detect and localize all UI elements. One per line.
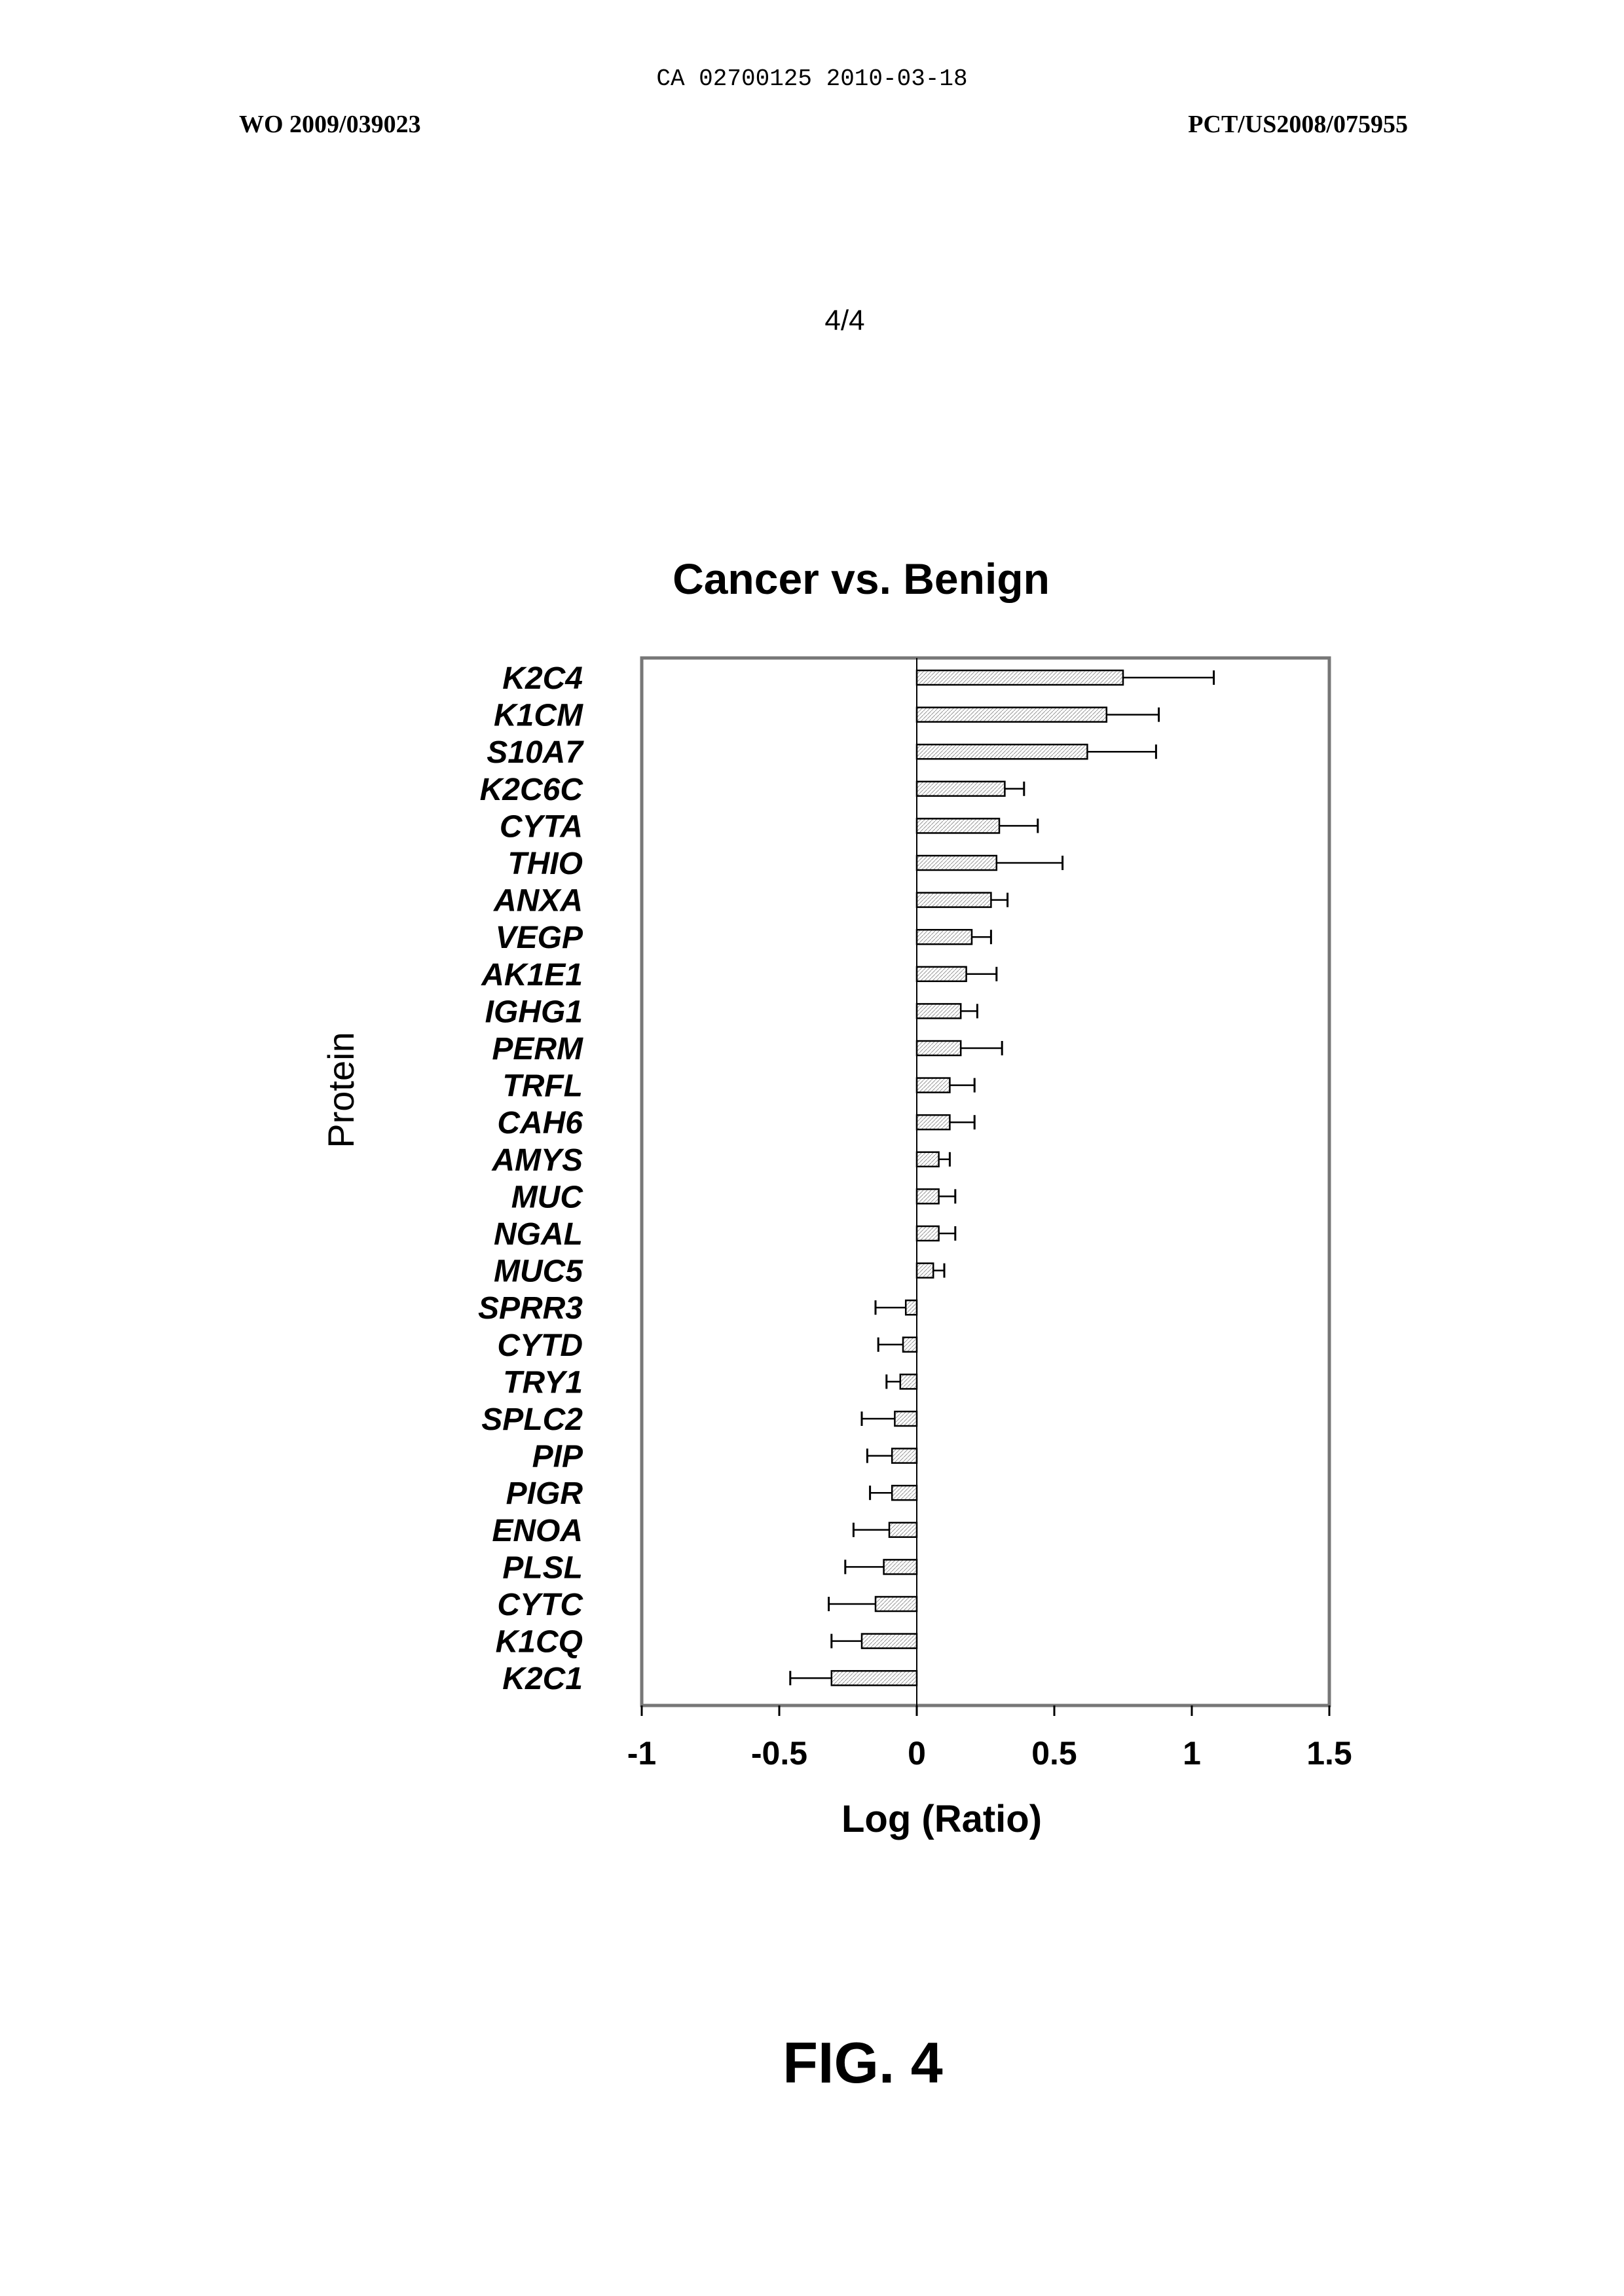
category-label: K1CQ bbox=[496, 1625, 583, 1660]
bar-rect bbox=[917, 670, 1123, 685]
category-label: THIO bbox=[507, 847, 583, 881]
category-label: PERM bbox=[492, 1032, 583, 1066]
figure-label: FIG. 4 bbox=[0, 2030, 1624, 2096]
x-tick-label: -0.5 bbox=[751, 1735, 807, 1772]
x-tick-label: 1.5 bbox=[1306, 1735, 1352, 1772]
bar-rect bbox=[917, 1264, 933, 1278]
bar-pigr bbox=[870, 1485, 917, 1500]
category-label: SPRR3 bbox=[478, 1291, 583, 1326]
category-label: MUC5 bbox=[494, 1254, 583, 1289]
bar-rect bbox=[832, 1671, 917, 1685]
bar-ighg1 bbox=[917, 1004, 977, 1018]
category-label: VEGP bbox=[496, 920, 583, 955]
x-tick-label: 1 bbox=[1183, 1735, 1201, 1772]
bar-k1cm bbox=[917, 708, 1159, 722]
bar-rect bbox=[862, 1634, 917, 1649]
category-label: ANXA bbox=[493, 884, 583, 919]
category-label: TRFL bbox=[502, 1069, 583, 1104]
category-label: PIP bbox=[532, 1440, 583, 1474]
bar-enoa bbox=[853, 1523, 917, 1537]
bar-k2c6c bbox=[917, 782, 1024, 796]
bar-try1 bbox=[887, 1374, 917, 1389]
bar-rect bbox=[917, 1189, 939, 1203]
bar-muc bbox=[917, 1189, 955, 1203]
category-label: PLSL bbox=[502, 1550, 583, 1585]
bar-rect bbox=[903, 1338, 917, 1352]
bar-k2c4 bbox=[917, 670, 1214, 685]
category-label: IGHG1 bbox=[485, 994, 583, 1029]
bar-rect bbox=[917, 1115, 950, 1129]
bar-rect bbox=[917, 967, 967, 981]
bar-trfl bbox=[917, 1078, 974, 1093]
x-tick-label: 0.5 bbox=[1031, 1735, 1077, 1772]
category-label: CYTC bbox=[497, 1588, 583, 1622]
bar-k2c1 bbox=[790, 1671, 917, 1685]
x-tick-label: -1 bbox=[627, 1735, 656, 1772]
bar-rect bbox=[917, 708, 1107, 722]
bar-pip bbox=[867, 1449, 917, 1463]
bar-rect bbox=[917, 818, 999, 833]
bar-rect bbox=[917, 893, 991, 907]
bar-rect bbox=[906, 1300, 917, 1315]
bar-sprr3 bbox=[876, 1300, 917, 1315]
bar-thio bbox=[917, 856, 1063, 870]
bar-splc2 bbox=[862, 1412, 917, 1426]
bar-rect bbox=[917, 1152, 939, 1167]
chart-title: Cancer vs. Benign bbox=[673, 555, 1050, 603]
category-label: K2C6C bbox=[480, 773, 584, 807]
bar-anxa bbox=[917, 893, 1008, 907]
category-label: PIGR bbox=[506, 1476, 583, 1511]
category-label: SPLC2 bbox=[481, 1402, 583, 1437]
bar-s10a7 bbox=[917, 744, 1156, 759]
bar-rect bbox=[917, 1041, 961, 1055]
bar-rect bbox=[917, 1078, 950, 1093]
bar-cah6 bbox=[917, 1115, 974, 1129]
bar-rect bbox=[892, 1485, 917, 1500]
category-label: K2C4 bbox=[502, 661, 583, 696]
plot-frame bbox=[642, 658, 1329, 1705]
bar-plsl bbox=[845, 1559, 917, 1574]
bar-rect bbox=[917, 1004, 961, 1018]
bar-muc5 bbox=[917, 1264, 944, 1278]
bar-rect bbox=[917, 856, 997, 870]
bar-rect bbox=[895, 1412, 917, 1426]
category-label: NGAL bbox=[494, 1217, 583, 1252]
bar-rect bbox=[917, 1226, 939, 1241]
bar-vegp bbox=[917, 930, 991, 944]
bar-perm bbox=[917, 1041, 1002, 1055]
category-label: AK1E1 bbox=[481, 958, 583, 993]
bar-rect bbox=[900, 1374, 917, 1389]
category-label: S10A7 bbox=[487, 735, 584, 770]
category-label: CYTD bbox=[497, 1328, 583, 1363]
bar-rect bbox=[917, 744, 1087, 759]
bar-cyta bbox=[917, 818, 1038, 833]
category-label: TRY1 bbox=[503, 1365, 583, 1400]
category-label: CAH6 bbox=[497, 1106, 583, 1140]
category-label: MUC bbox=[511, 1180, 584, 1214]
bar-amys bbox=[917, 1152, 950, 1167]
category-label: AMYS bbox=[491, 1143, 583, 1178]
bar-cytc bbox=[829, 1597, 917, 1611]
bar-ak1e1 bbox=[917, 967, 997, 981]
bar-ngal bbox=[917, 1226, 955, 1241]
bar-cytd bbox=[878, 1338, 917, 1352]
bar-rect bbox=[884, 1559, 917, 1574]
category-label: K1CM bbox=[494, 699, 583, 733]
x-tick-label: 0 bbox=[908, 1735, 926, 1772]
bar-rect bbox=[892, 1449, 917, 1463]
category-label: ENOA bbox=[492, 1514, 583, 1548]
category-label: CYTA bbox=[500, 809, 583, 844]
bar-rect bbox=[876, 1597, 917, 1611]
bar-k1cq bbox=[832, 1634, 917, 1649]
x-axis-label: Log (Ratio) bbox=[841, 1798, 1042, 1840]
bar-rect bbox=[917, 930, 972, 944]
y-axis-label: Protein bbox=[320, 1032, 361, 1148]
bar-rect bbox=[917, 782, 1005, 796]
bar-rect bbox=[889, 1523, 917, 1537]
category-label: K2C1 bbox=[502, 1662, 583, 1696]
